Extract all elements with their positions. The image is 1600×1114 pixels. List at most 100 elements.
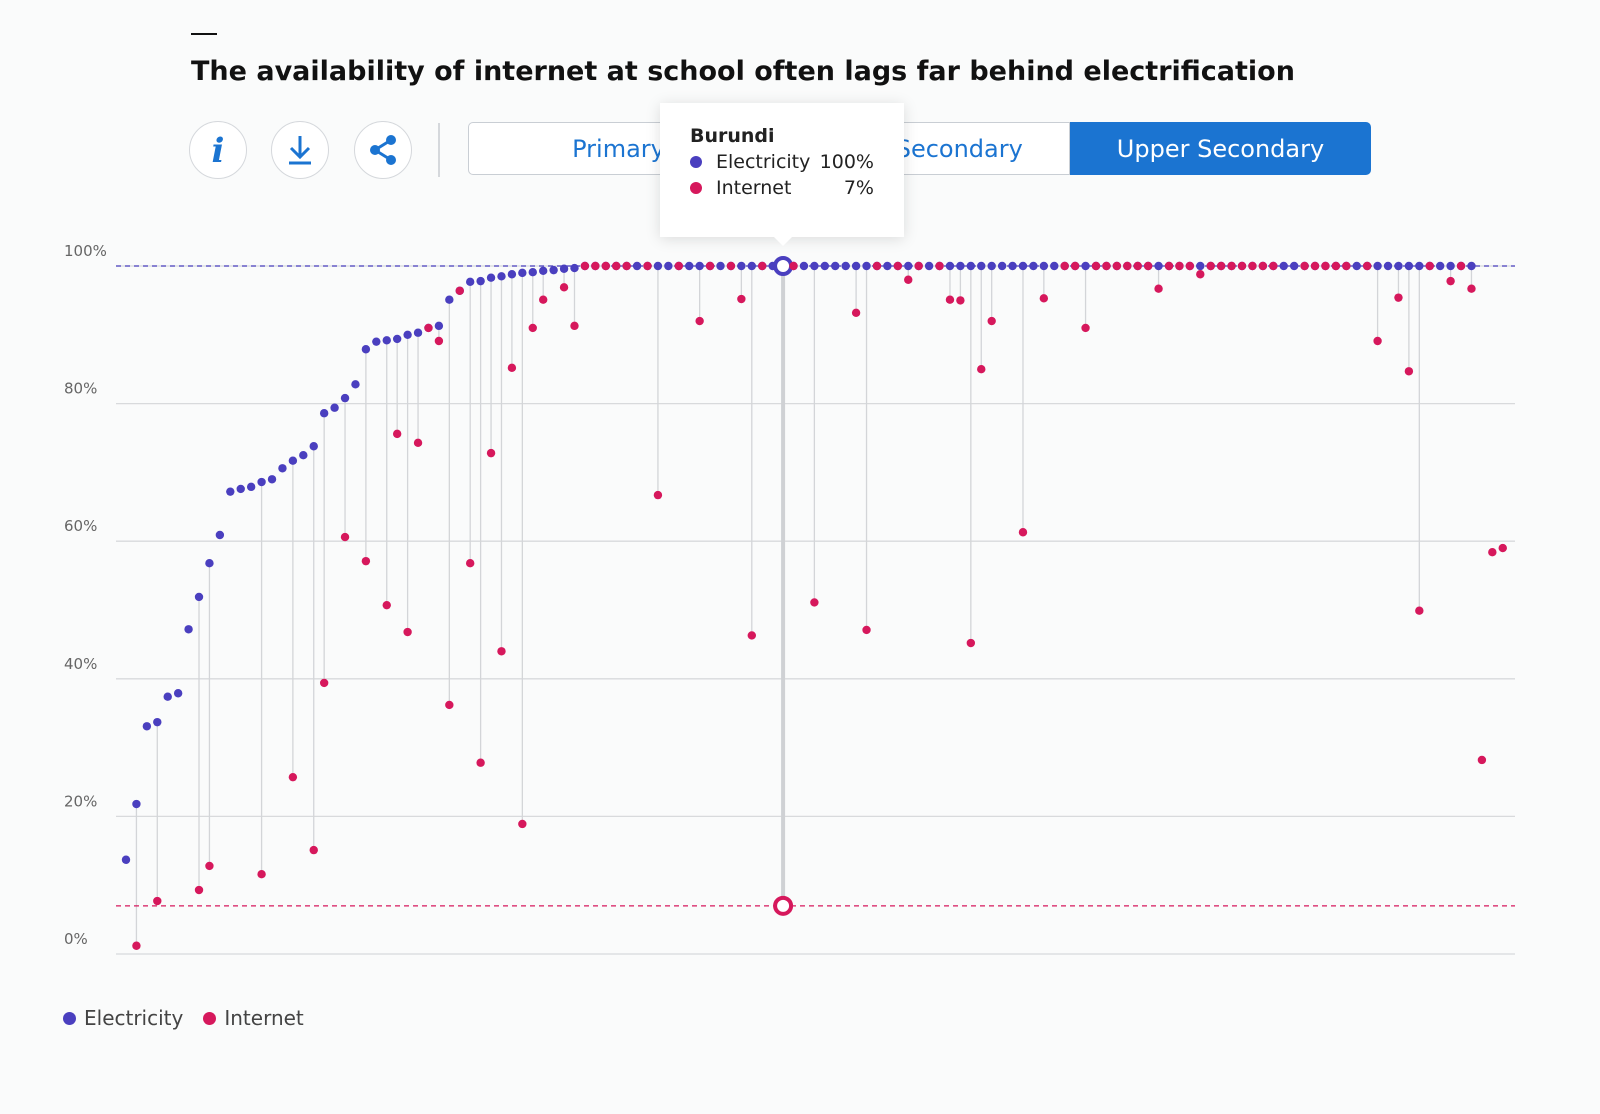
point: [434, 321, 444, 331]
tab-active[interactable]: Upper Secondary: [1070, 122, 1371, 175]
download-button[interactable]: [271, 121, 329, 179]
point: [1498, 543, 1507, 553]
point: [539, 295, 548, 304]
point: [987, 261, 996, 271]
point: [664, 261, 673, 271]
point: [549, 265, 558, 275]
point: [1373, 261, 1382, 271]
legend-dot: [203, 1011, 217, 1025]
point: [726, 261, 736, 271]
point: [1133, 261, 1142, 271]
share-button[interactable]: [354, 121, 412, 179]
point: [1269, 261, 1278, 271]
point: [977, 261, 986, 271]
point: [486, 448, 496, 458]
point: [486, 273, 496, 282]
point: [559, 264, 569, 273]
point: [1415, 261, 1424, 271]
point: [205, 861, 214, 871]
point: [1123, 261, 1132, 271]
point: [1310, 261, 1320, 271]
point: [1289, 261, 1299, 271]
tooltip: Burundi Electricity 100% Internet 7%: [660, 103, 904, 246]
point: [685, 261, 694, 271]
point: [1185, 261, 1195, 271]
point: [1248, 261, 1257, 271]
point: [1435, 261, 1445, 271]
point: [455, 286, 464, 295]
point: [465, 277, 475, 287]
tooltip-dot: [690, 156, 702, 168]
point: [392, 429, 402, 439]
title: The availability of internet at school o…: [191, 56, 1295, 87]
point: [747, 261, 756, 271]
point: [799, 261, 809, 271]
legend-item[interactable]: Electricity: [63, 1006, 183, 1030]
point: [956, 296, 965, 305]
point: [705, 261, 715, 271]
point: [904, 261, 913, 271]
point: [163, 692, 172, 701]
y-tick-label: 0%: [64, 930, 88, 948]
y-tick-label: 100%: [64, 242, 107, 260]
point: [883, 261, 892, 271]
point: [1404, 261, 1414, 271]
point: [758, 261, 767, 271]
point: [184, 625, 193, 634]
point: [1164, 261, 1174, 271]
point: [1279, 261, 1288, 271]
point: [1143, 261, 1153, 271]
point: [1154, 261, 1163, 271]
point: [914, 261, 923, 271]
point: [1070, 261, 1080, 271]
point: [1467, 284, 1476, 293]
point: [361, 556, 371, 566]
point: [591, 261, 600, 271]
point: [1018, 528, 1028, 537]
point: [153, 896, 162, 906]
point: [121, 855, 131, 864]
point: [528, 323, 537, 333]
point: [862, 261, 871, 271]
point: [403, 627, 412, 637]
point: [1488, 548, 1497, 557]
point: [518, 819, 527, 829]
point: [789, 261, 798, 271]
point: [132, 799, 141, 809]
point: [1331, 261, 1341, 271]
point: [653, 490, 663, 500]
point: [737, 261, 746, 271]
point: [580, 261, 590, 271]
point: [1206, 261, 1215, 271]
point: [309, 442, 318, 451]
point: [1394, 261, 1403, 271]
legend-item[interactable]: Internet: [203, 1006, 304, 1030]
point: [810, 261, 819, 271]
point: [278, 464, 287, 473]
point: [413, 438, 423, 448]
point: [340, 393, 350, 403]
point: [299, 451, 308, 460]
point: [1456, 261, 1466, 271]
point: [966, 638, 976, 648]
point: [695, 261, 704, 271]
point: [309, 845, 318, 855]
point: [632, 261, 642, 271]
point: [956, 261, 965, 271]
point: [1425, 261, 1434, 271]
point: [173, 689, 183, 698]
y-tick-label: 40%: [64, 655, 97, 673]
point: [215, 530, 225, 540]
info-button[interactable]: i: [189, 121, 247, 179]
point: [1227, 261, 1236, 271]
point: [330, 403, 339, 412]
point: [424, 323, 433, 333]
point: [1112, 261, 1122, 271]
point: [1467, 261, 1476, 271]
point: [966, 261, 976, 271]
point: [392, 334, 402, 344]
point: [246, 482, 256, 492]
svg-text:i: i: [212, 131, 225, 171]
